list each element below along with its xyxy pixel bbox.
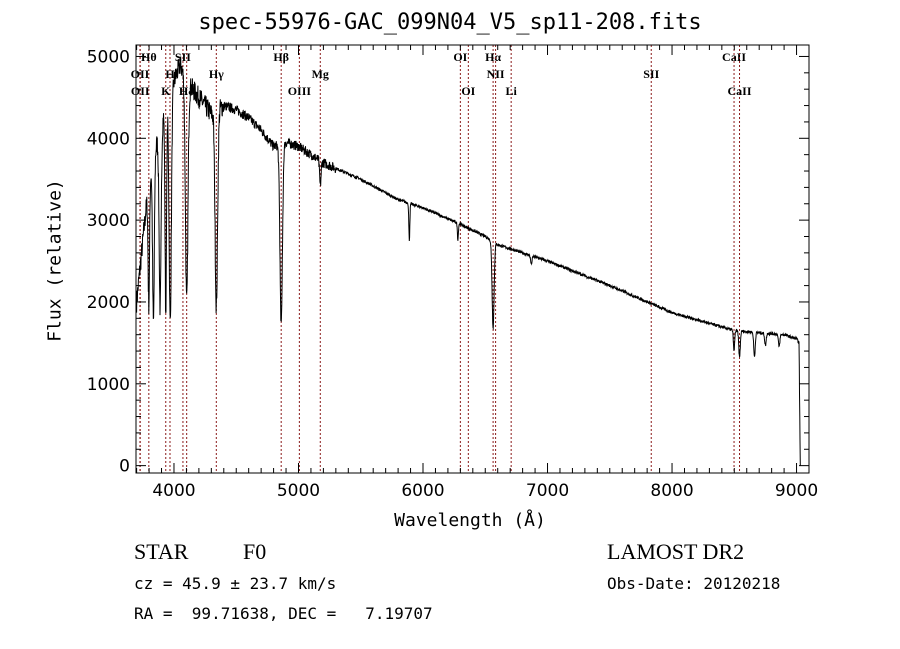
line-marker-label: SII <box>643 67 659 81</box>
line-marker-label: NII <box>487 67 505 81</box>
x-tick-label: 9000 <box>775 481 818 501</box>
x-tick-label: 5000 <box>277 481 320 501</box>
line-marker-label: CaII <box>722 50 746 64</box>
y-tick-label: 4000 <box>87 129 130 149</box>
chart-title: spec-55976-GAC_099N04_V5_sp11-208.fits <box>198 10 702 35</box>
line-marker-label: K <box>161 84 171 98</box>
x-tick-label: 6000 <box>401 481 444 501</box>
line-marker-label: Hθ <box>141 50 157 64</box>
survey-name: LAMOST DR2 <box>607 539 745 564</box>
line-marker-label: SII <box>175 50 191 64</box>
line-marker-label: H <box>165 67 175 81</box>
line-marker-label: OIII <box>288 84 312 98</box>
y-tick-label: 5000 <box>87 47 130 67</box>
y-tick-label: 3000 <box>87 211 130 231</box>
line-marker-label: Mg <box>312 67 329 81</box>
line-marker-label: Hα <box>485 50 501 64</box>
redshift-cz: cz = 45.9 ± 23.7 km/s <box>134 574 337 593</box>
line-marker-label: OI <box>453 50 467 64</box>
spectrum-line <box>136 56 801 466</box>
y-tick-label: 0 <box>119 457 130 477</box>
observation-date: Obs-Date: 20120218 <box>607 574 781 593</box>
line-marker-label: OII <box>131 84 150 98</box>
line-marker-label: CaII <box>728 84 752 98</box>
x-tick-label: 8000 <box>650 481 693 501</box>
y-axis-label: Flux (relative) <box>44 179 66 342</box>
y-tick-label: 1000 <box>87 375 130 395</box>
line-marker-label: OI <box>461 84 475 98</box>
x-tick-label: 4000 <box>152 481 195 501</box>
coordinates: RA = 99.71638, DEC = 7.19707 <box>134 604 433 623</box>
x-tick-label: 7000 <box>526 481 569 501</box>
x-axis-label: Wavelength (Å) <box>394 510 546 531</box>
line-marker-label: Li <box>505 84 517 98</box>
object-subclass: F0 <box>243 539 267 564</box>
y-tick-label: 2000 <box>87 293 130 313</box>
line-marker-label: Hγ <box>209 67 224 81</box>
object-class: STAR <box>134 539 189 564</box>
line-marker-label: Hβ <box>273 50 289 64</box>
